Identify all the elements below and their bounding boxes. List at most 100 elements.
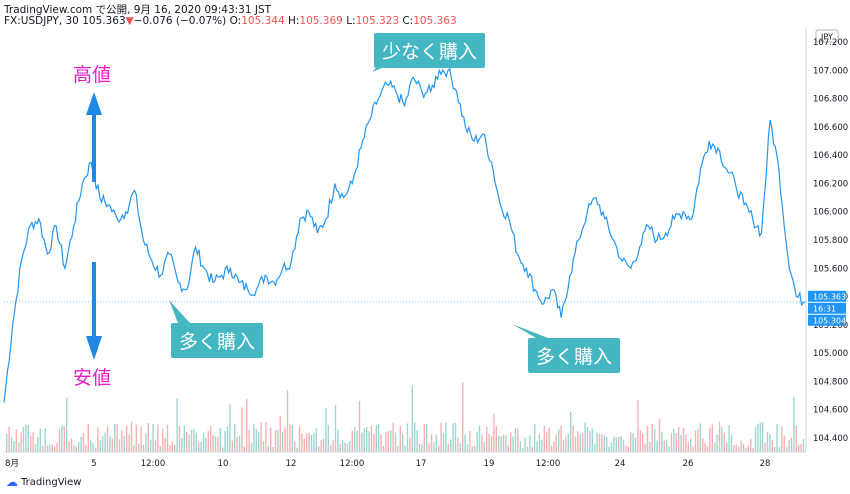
volume-bar xyxy=(193,429,195,452)
volume-bar xyxy=(562,439,565,452)
volume-bar xyxy=(615,437,617,452)
high-value: 105.369 xyxy=(299,15,343,27)
volume-bar xyxy=(783,435,785,452)
volume-bar xyxy=(85,444,87,452)
volume-bar xyxy=(6,433,8,452)
volume-bar xyxy=(162,428,164,452)
volume-bar xyxy=(298,426,301,452)
volume-bar xyxy=(181,438,183,452)
x-tick-label: 5 xyxy=(91,459,96,469)
x-tick-label: 12 xyxy=(286,459,297,469)
volume-bar xyxy=(236,436,238,452)
time-axis[interactable]: 8月 5 12:00 10 12 12:00 17 19 12:00 24 26 28 xyxy=(4,451,806,469)
volume-bar xyxy=(212,434,214,452)
volume-bar xyxy=(661,431,663,452)
volume-bar xyxy=(685,434,687,452)
volume-bar xyxy=(788,440,790,452)
volume-bar xyxy=(572,425,574,452)
volume-bar xyxy=(598,433,601,452)
volume-bar xyxy=(322,438,325,452)
volume-bar xyxy=(517,428,519,452)
volume-bar xyxy=(680,434,682,452)
volume-bar xyxy=(649,441,651,452)
volume-bar xyxy=(567,434,569,452)
volume-bar xyxy=(606,437,608,452)
y-tick-label: 105.600 xyxy=(813,264,848,274)
volume-bar xyxy=(464,434,466,452)
price-badge-label: 16:31 xyxy=(813,304,836,313)
down-triangle-icon: ▼ xyxy=(125,15,134,27)
callout-buy-many-2: 多く購入 xyxy=(528,338,621,373)
volume-bar xyxy=(601,434,603,452)
volume-bar xyxy=(80,436,82,452)
x-tick-label: 12:00 xyxy=(340,459,365,469)
tradingview-footer[interactable]: ☁ TradingView xyxy=(6,475,81,489)
volume-bar xyxy=(394,432,397,452)
volume-bar xyxy=(361,432,363,452)
volume-bar xyxy=(10,437,13,452)
volume-bar xyxy=(222,447,224,452)
volume-bar xyxy=(133,445,135,452)
volume-bar xyxy=(159,446,161,452)
volume-bar xyxy=(289,423,291,452)
volume-bar xyxy=(418,443,421,452)
volume-bar xyxy=(82,432,85,452)
volume-bar xyxy=(128,434,130,452)
symbol-label[interactable]: FX:USDJPY, 30 xyxy=(4,15,79,27)
volume-bar xyxy=(512,436,514,452)
price-line-layer xyxy=(3,67,806,403)
volume-bar xyxy=(344,442,346,452)
volume-bar xyxy=(356,430,358,452)
volume-bar xyxy=(610,442,613,452)
volume-bar xyxy=(121,430,123,452)
volume-bar xyxy=(325,407,327,452)
volume-bar xyxy=(279,416,281,452)
volume-bar xyxy=(152,423,154,452)
volume-bar xyxy=(337,429,339,452)
volume-bar xyxy=(634,437,637,452)
volume-bar xyxy=(702,438,704,452)
volume-bar xyxy=(632,433,634,452)
volume-bar xyxy=(99,440,101,452)
volume-bar xyxy=(447,443,449,452)
volume-bar xyxy=(658,418,661,452)
volume-bar xyxy=(778,447,781,452)
x-tick-label: 12:00 xyxy=(141,459,166,469)
x-tick-label: 17 xyxy=(416,459,427,469)
volume-bar xyxy=(757,424,759,452)
volume-bar xyxy=(277,429,279,452)
x-tick-label: 8月 xyxy=(5,459,19,469)
volume-bar xyxy=(375,424,377,452)
volume-bar xyxy=(699,423,701,452)
volume-bar xyxy=(416,430,418,452)
volume-bar xyxy=(452,423,454,452)
volume-bar xyxy=(428,443,430,452)
volume-bar xyxy=(430,434,433,452)
volume-bar xyxy=(90,440,92,452)
volume-bar xyxy=(490,436,493,452)
volume-bar xyxy=(30,435,32,452)
volume-bar xyxy=(378,423,380,452)
volume-bar xyxy=(666,439,668,452)
volume-bar xyxy=(150,439,152,452)
x-tick-label: 12:00 xyxy=(536,459,561,469)
volume-bar xyxy=(334,405,337,452)
volume-bar xyxy=(714,442,716,452)
volume-bar xyxy=(574,436,577,452)
volume-bar xyxy=(205,437,207,452)
volume-bar xyxy=(769,434,771,452)
volume-bar xyxy=(474,445,476,452)
volume-bar xyxy=(327,425,329,452)
y-tick-label: 106.600 xyxy=(813,123,848,133)
volume-bar xyxy=(241,407,243,452)
volume-bar xyxy=(730,434,733,452)
x-tick-label: 28 xyxy=(760,459,771,469)
volume-bar xyxy=(620,436,622,452)
open-value: 105.344 xyxy=(241,15,285,27)
volume-bar xyxy=(250,442,253,452)
volume-bar xyxy=(219,428,221,452)
volume-bar xyxy=(690,438,692,452)
callout-buy-many-1: 多く購入 xyxy=(171,323,264,358)
